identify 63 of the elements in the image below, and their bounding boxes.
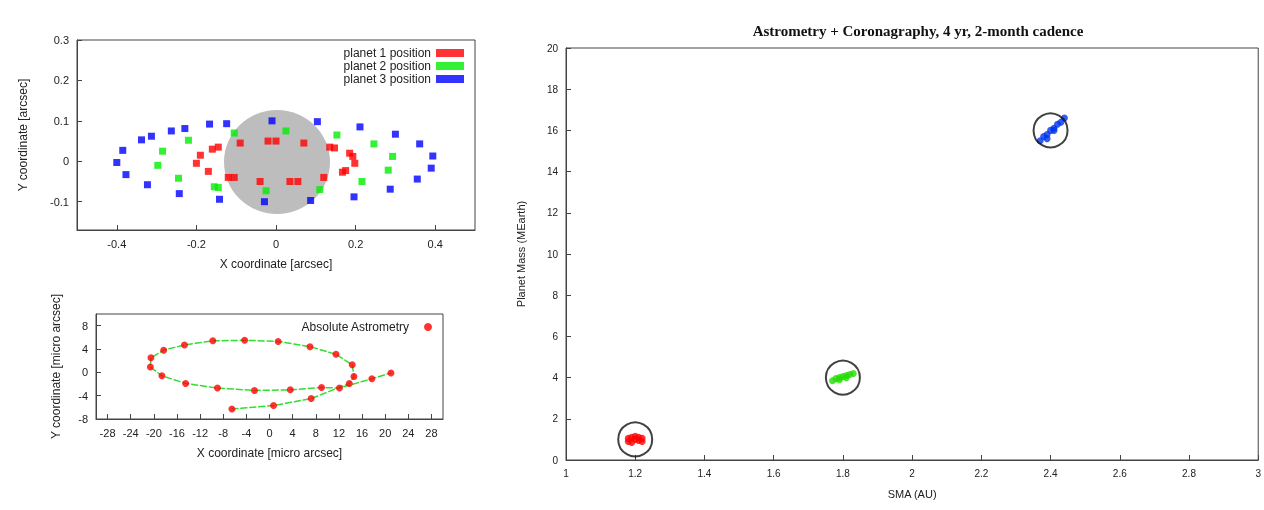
- x-tick-label: 4: [289, 426, 296, 439]
- y-tick-label: 20: [546, 42, 559, 54]
- x-tick-label: -28: [99, 426, 116, 439]
- x-tick-label: -8: [218, 426, 229, 439]
- x-tick-label: 1.2: [628, 467, 643, 479]
- x-tick-label: 12: [332, 426, 346, 439]
- y-tick-label: 0.3: [53, 34, 69, 46]
- x-tick-label: -0.4: [107, 237, 127, 250]
- y-tick-label: 6: [552, 330, 559, 342]
- y-tick-label: 4: [552, 372, 559, 384]
- y-tick-label: 4: [81, 343, 88, 355]
- y-tick-label: 0.1: [53, 114, 69, 127]
- x-tick-label: 1.6: [766, 467, 782, 479]
- y-tick-label: -4: [78, 389, 88, 402]
- y-tick-label: 18: [546, 83, 559, 95]
- legend-label: planet 3 position: [343, 72, 431, 86]
- y-tick-label: 12: [546, 207, 559, 219]
- x-tick-label: 1: [563, 467, 570, 479]
- x-axis-title: SMA (AU): [887, 487, 937, 500]
- y-tick-label: 2: [552, 413, 559, 425]
- x-tick-label: 20: [379, 426, 392, 439]
- y-tick-label: 10: [546, 248, 559, 260]
- x-tick-label: 0: [266, 426, 273, 439]
- legend-label: planet 1 position: [343, 46, 431, 60]
- y-tick-label: -8: [78, 413, 88, 425]
- chart-title: Astrometry + Coronagraphy, 4 yr, 2-month cadence: [752, 22, 1084, 39]
- y-axis-title: Y coordinate [micro arcsec]: [49, 293, 63, 440]
- x-tick-label: 1.4: [697, 467, 712, 479]
- y-axis-title: Planet Mass (MEarth): [514, 200, 527, 308]
- y-tick-label: 0: [552, 454, 559, 466]
- x-tick-label: 3: [1255, 467, 1262, 479]
- x-tick-label: 8: [312, 426, 319, 439]
- y-tick-label: 0.2: [53, 74, 69, 87]
- x-tick-label: 0.4: [427, 237, 443, 250]
- y-tick-label: 14: [546, 166, 559, 178]
- y-axis-title: Y coordinate [arcsec]: [16, 78, 30, 192]
- legend-label: Absolute Astrometry: [301, 320, 409, 334]
- x-tick-label: 0: [272, 237, 280, 250]
- x-axis-title: X coordinate [arcsec]: [219, 257, 333, 271]
- y-tick-label: -0.1: [50, 195, 69, 208]
- legend-label: planet 2 position: [343, 59, 431, 73]
- x-tick-label: -0.2: [186, 237, 206, 250]
- x-tick-label: -20: [145, 426, 162, 439]
- x-tick-label: 24: [402, 426, 415, 439]
- x-tick-label: 28: [425, 426, 438, 439]
- x-tick-label: 0.2: [347, 237, 364, 250]
- y-tick-label: 8: [81, 319, 88, 332]
- y-tick-label: 8: [552, 289, 559, 301]
- x-tick-label: 2.6: [1112, 467, 1128, 479]
- x-tick-label: 1.8: [835, 467, 851, 479]
- x-tick-label: -16: [169, 426, 185, 439]
- x-tick-label: -12: [192, 426, 209, 439]
- x-tick-label: -24: [122, 426, 139, 439]
- x-tick-label: -4: [241, 426, 252, 439]
- y-tick-label: 0: [62, 155, 69, 168]
- x-tick-label: 2: [909, 467, 916, 479]
- x-tick-label: 2.8: [1182, 467, 1197, 479]
- x-axis-title: X coordinate [micro arcsec]: [196, 446, 343, 460]
- y-tick-label: 0: [81, 366, 88, 379]
- x-tick-label: 2.4: [1043, 467, 1058, 479]
- x-tick-label: 16: [355, 426, 369, 439]
- y-tick-label: 16: [546, 124, 559, 136]
- x-tick-label: 2.2: [974, 467, 989, 479]
